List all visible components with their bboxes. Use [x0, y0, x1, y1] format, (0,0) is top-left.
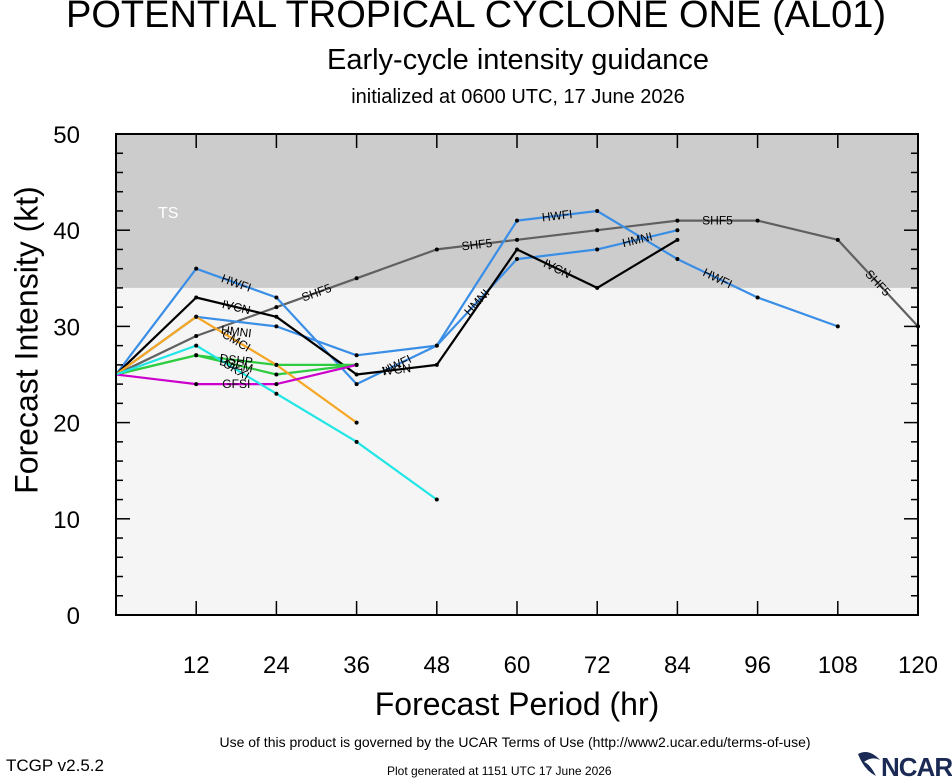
data-point-hwfi [354, 382, 359, 387]
data-point-hmni [434, 343, 439, 348]
series-label-gfsi: GFSI [222, 377, 250, 391]
series-line-cmci [115, 315, 358, 424]
data-point-cmci [194, 314, 199, 319]
terms-of-use: Use of this product is governed by the U… [219, 734, 811, 750]
ncar-logo-text: NCAR [881, 752, 952, 782]
data-point-shf5 [835, 237, 840, 242]
x-tick-label: 48 [423, 652, 450, 679]
data-point-shf5 [434, 247, 439, 252]
data-point-hmni [274, 324, 279, 329]
data-point-ivcn [194, 295, 199, 300]
data-point-shf5 [194, 334, 199, 339]
data-point-hwfi [835, 324, 840, 329]
data-point-shf5 [675, 218, 680, 223]
series-line-hwfi [115, 209, 839, 386]
data-point-hwfi [194, 266, 199, 271]
data-point-ivcn [595, 285, 600, 290]
chart-title: POTENTIAL TROPICAL CYCLONE ONE (AL01) [65, 0, 887, 36]
y-tick-label: 0 [67, 603, 80, 630]
data-point-ivcn [354, 372, 359, 377]
series-label-ivcn: IVCN [382, 361, 412, 378]
x-tick-label: 72 [584, 652, 611, 679]
data-point-shf5 [515, 237, 519, 242]
data-point-shf5 [354, 276, 359, 281]
data-point-hmni [595, 247, 600, 252]
series-label-hmni: HMNI [220, 323, 252, 341]
x-tick-label: 84 [664, 652, 691, 679]
data-point-hwfi [515, 218, 519, 223]
data-point-lgem [194, 353, 199, 358]
ncar-logo-icon [858, 752, 880, 776]
x-tick-label: 96 [744, 652, 771, 679]
data-point-shf5 [595, 228, 600, 233]
data-point-gfsi [274, 382, 279, 387]
y-tick-label: 30 [53, 314, 80, 341]
band-label-ts: TS [158, 205, 178, 222]
series-line-gfsi [115, 363, 357, 386]
data-point-lgem [274, 372, 279, 377]
data-point-ivcn [434, 362, 439, 367]
data-point-cmci [354, 420, 359, 425]
x-tick-label: 108 [818, 652, 858, 679]
data-point-hwfi [755, 295, 760, 300]
data-point-hmni [354, 353, 359, 358]
y-tick-label: 50 [53, 122, 80, 149]
data-point-gfsi [194, 382, 199, 387]
chart-subtitle: Early-cycle intensity guidance [326, 44, 709, 76]
series-line-ivcn [115, 238, 678, 376]
data-point-ukxi [194, 343, 199, 348]
data-point-gfsi [354, 362, 359, 367]
x-tick-label: 24 [263, 652, 290, 679]
data-point-cmci [274, 362, 279, 367]
series-line-hmni [115, 229, 678, 376]
data-point-shf5 [755, 218, 760, 223]
y-axis-title: Forecast Intensity (kt) [8, 186, 45, 494]
series-label-hmni: HMNI [621, 229, 654, 250]
generated-timestamp: Plot generated at 1151 UTC 17 June 2026 [387, 764, 612, 778]
y-tick-label: 40 [53, 218, 80, 245]
series-label-shf5: SHF5 [461, 236, 493, 254]
data-point-ukxi [434, 497, 439, 502]
x-tick-label: 120 [898, 652, 938, 679]
x-axis-title: Forecast Period (hr) [374, 686, 660, 722]
data-point-ukxi [354, 439, 359, 444]
data-point-shf5 [274, 305, 279, 310]
data-point-hwfi [274, 295, 279, 300]
x-tick-label: 12 [183, 652, 210, 679]
intensity-band-ts [116, 134, 918, 288]
y-tick-label: 10 [53, 507, 80, 534]
data-point-ivcn [274, 314, 279, 319]
data-point-hmni [675, 228, 680, 233]
series-label-ivcn: IVCN [221, 297, 252, 317]
data-point-ivcn [675, 237, 680, 242]
x-tick-label: 36 [343, 652, 370, 679]
series-label-shf5: SHF5 [702, 214, 733, 228]
series-label-dshp: DSHP [219, 351, 254, 369]
data-point-hmni [515, 257, 519, 262]
series-line-lgem [115, 354, 357, 376]
data-point-ivcn [515, 247, 519, 252]
data-point-hwfi [595, 208, 600, 213]
init-time: initialized at 0600 UTC, 17 June 2026 [351, 86, 685, 108]
series-label-hwfi: HWFI [541, 207, 573, 225]
data-point-ukxi [274, 391, 279, 396]
ncar-logo: NCAR [856, 748, 952, 782]
version-label: TCGP v2.5.2 [6, 756, 104, 775]
y-tick-label: 20 [53, 411, 80, 438]
x-tick-label: 60 [504, 652, 531, 679]
data-point-hwfi [675, 257, 680, 262]
